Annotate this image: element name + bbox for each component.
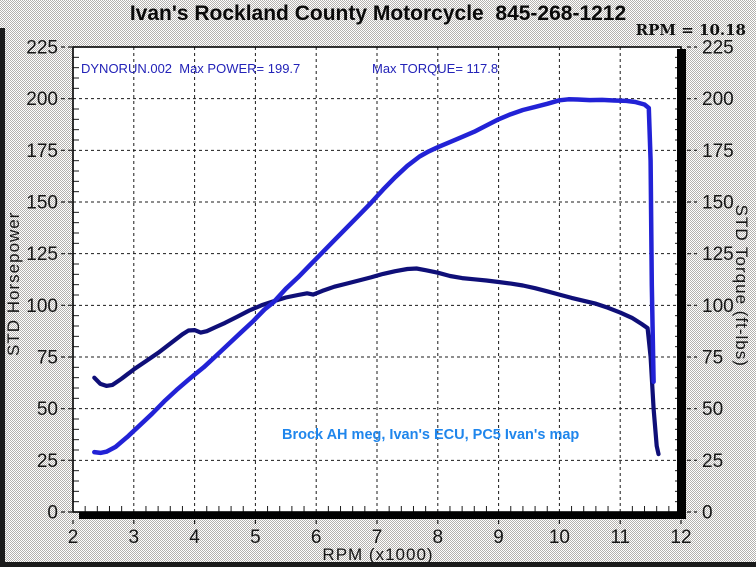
x-tick-label: 4 (189, 527, 200, 548)
x-tick-label: 9 (493, 527, 504, 548)
x-tick-label: 2 (68, 527, 79, 548)
tick-labels: 0255075100125150175200225025507510012515… (26, 38, 733, 549)
rpm-readout: RPM = 10.18 (635, 21, 746, 39)
y-axis-right-title: STD Torque (ft-lbs) (731, 204, 751, 367)
y-left-tick-label: 200 (26, 89, 58, 110)
y-right-tick-label: 25 (702, 451, 723, 472)
screen-edge-left (0, 28, 5, 567)
chart-title: Ivan's Rockland County Motorcycle 845-26… (129, 2, 627, 25)
y-left-tick-label: 0 (47, 503, 58, 524)
y-axis-left-title: STD Horsepower (4, 211, 24, 356)
y-left-tick-label: 100 (26, 296, 58, 317)
x-tick-label: 11 (610, 527, 630, 548)
y-left-tick-label: 75 (37, 348, 58, 369)
x-tick-label: 8 (433, 527, 444, 548)
setup-note: Brock AH meg, Ivan's ECU, PC5 Ivan's map (282, 427, 580, 443)
power-curve (92, 97, 656, 456)
bottom-axis-bar (79, 512, 686, 519)
legend-max-torque: Max TORQUE= 117.8 (372, 61, 499, 76)
plot-background (73, 47, 681, 512)
y-right-tick-label: 225 (702, 38, 734, 59)
y-right-tick-label: 0 (702, 503, 713, 524)
y-left-tick-label: 175 (26, 141, 58, 162)
x-tick-label: 12 (670, 527, 691, 548)
y-right-tick-label: 100 (702, 296, 734, 317)
x-tick-label: 3 (129, 527, 140, 548)
x-axis-title: RPM (x1000) (322, 545, 434, 564)
y-left-tick-label: 125 (26, 244, 58, 265)
y-right-tick-label: 50 (702, 399, 723, 420)
torque-curve (92, 266, 661, 457)
major-ticks (61, 46, 697, 527)
y-right-tick-label: 75 (702, 348, 723, 369)
x-tick-label: 5 (250, 527, 261, 548)
y-left-tick-label: 50 (37, 399, 58, 420)
x-tick-label: 10 (549, 527, 570, 548)
x-tick-label: 7 (372, 527, 383, 548)
y-right-tick-label: 175 (702, 141, 734, 162)
y-left-tick-label: 225 (26, 38, 58, 59)
legend-run-power: DYNORUN.002 Max POWER= 199.7 (81, 61, 301, 76)
screen-edge-bottom (0, 562, 756, 567)
y-right-tick-label: 150 (702, 193, 734, 214)
y-right-tick-label: 125 (702, 244, 734, 265)
y-right-tick-label: 200 (702, 89, 734, 110)
x-tick-label: 6 (311, 527, 322, 548)
y-left-tick-label: 25 (37, 451, 58, 472)
right-axis-bar (677, 49, 686, 519)
y-left-tick-label: 150 (26, 193, 58, 214)
